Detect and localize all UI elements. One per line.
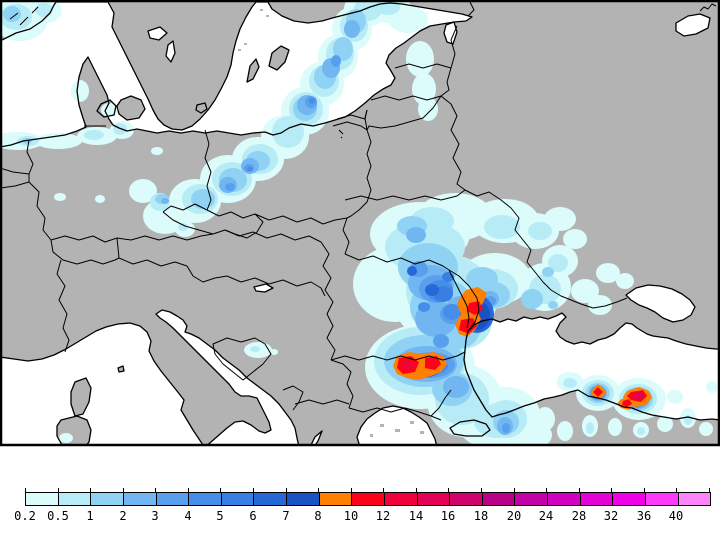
legend-tick — [58, 488, 59, 492]
legend-tick-label: 10 — [343, 509, 359, 523]
legend-segment-10 — [351, 493, 384, 505]
legend-tick-label: 12 — [375, 509, 391, 523]
colorbar-labels: 0.2 0.5 1 2 3 4 5 6 7 8 10 12 14 16 18 20 24 28 32 36 40 — [14, 509, 717, 523]
country-borders — [2, 2, 717, 421]
legend-tick-label: 14 — [408, 509, 424, 523]
legend-tick — [611, 488, 612, 492]
legend-segment-8 — [318, 493, 352, 505]
legend-tick-label: 5 — [216, 509, 224, 523]
legend-segment-7 — [286, 493, 319, 505]
legend-tick — [546, 488, 547, 492]
legend-tick — [579, 488, 580, 492]
legend-segment-18 — [481, 493, 515, 505]
precip-level-12-crimson — [401, 361, 414, 370]
legend-tick — [448, 488, 449, 492]
legend-segment-5 — [220, 493, 254, 505]
legend-segment-28 — [579, 493, 613, 505]
legend-tick — [416, 488, 417, 492]
colorbar-ticks — [25, 488, 711, 492]
legend-tick-label: 36 — [636, 509, 652, 523]
legend-tick — [155, 488, 156, 492]
legend-tick-label: 28 — [571, 509, 587, 523]
legend-tick — [676, 488, 677, 492]
legend-segment-0.5 — [57, 493, 91, 505]
legend-tick-label: 32 — [603, 509, 619, 523]
legend-segment-20 — [514, 493, 547, 505]
legend-tick-label: 0.5 — [47, 509, 69, 523]
legend-segment-2 — [122, 493, 156, 505]
legend-tick-label: 20 — [506, 509, 522, 523]
legend-tick — [481, 488, 482, 492]
legend-tick-label: 24 — [538, 509, 554, 523]
legend-segment-1 — [90, 493, 123, 505]
legend-segment-3 — [155, 493, 189, 505]
legend-tick-label: 6 — [249, 509, 257, 523]
legend-tick-label: 1 — [86, 509, 94, 523]
legend-tick — [123, 488, 124, 492]
legend-segment-14 — [416, 493, 450, 505]
legend-tick-label: 4 — [184, 509, 192, 523]
legend-tick-label: 7 — [282, 509, 290, 523]
legend-tick-label: 3 — [151, 509, 159, 523]
legend-tick-label: 40 — [668, 509, 684, 523]
legend-tick-label: 16 — [440, 509, 456, 523]
legend-tick-label: 2 — [119, 509, 127, 523]
legend-tick — [383, 488, 384, 492]
legend-segment-24 — [547, 493, 580, 505]
precipitation-overlay — [2, 2, 718, 445]
legend-segment-0.2 — [26, 493, 58, 505]
precip-level-10-red — [397, 301, 647, 407]
legend-tick — [25, 488, 26, 492]
precipitation-colorbar — [25, 492, 711, 506]
legend-tick-label: 18 — [473, 509, 489, 523]
europe-precipitation-map — [0, 0, 720, 447]
legend-tick — [514, 488, 515, 492]
legend-tick — [253, 488, 254, 492]
legend-segment-40 — [677, 493, 711, 505]
legend-tick — [286, 488, 287, 492]
legend-tick-label: 0.2 — [14, 509, 36, 523]
legend-segment-4 — [188, 493, 221, 505]
legend-tick — [188, 488, 189, 492]
legend-tick — [709, 488, 710, 492]
legend-segment-32 — [612, 493, 645, 505]
legend-segment-6 — [253, 493, 286, 505]
legend-tick — [318, 488, 319, 492]
legend-segment-16 — [449, 493, 482, 505]
legend-tick — [90, 488, 91, 492]
legend-segment-12 — [383, 493, 417, 505]
legend-tick-label: 8 — [314, 509, 322, 523]
legend-segment-36 — [644, 493, 678, 505]
precip-level-14-crimson — [633, 392, 644, 400]
legend-tick — [351, 488, 352, 492]
legend-tick — [644, 488, 645, 492]
legend-tick — [220, 488, 221, 492]
map-frame — [0, 0, 720, 447]
